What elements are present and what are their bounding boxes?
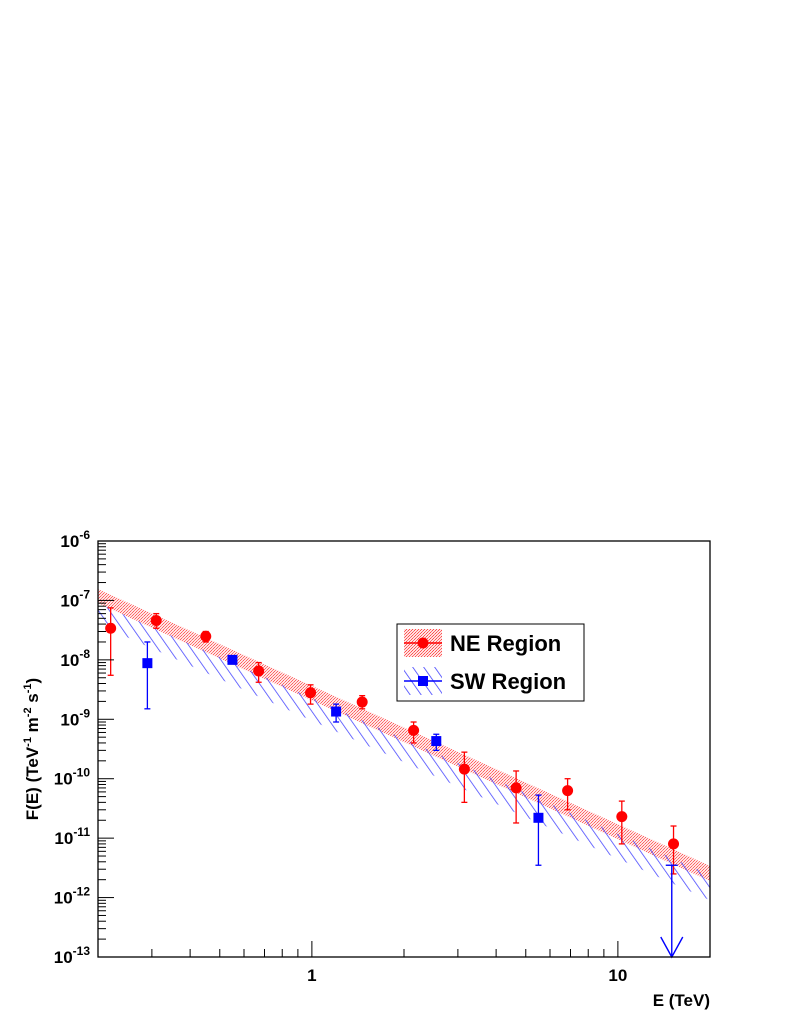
y-axis-title-end: ) — [23, 678, 42, 684]
y-axis-ticks — [98, 543, 114, 958]
y-axis-title-exp1: -1 — [22, 737, 34, 747]
marker-0-3 — [253, 665, 265, 677]
y-tick-label-base: 10 — [60, 591, 79, 610]
y-axis-title-base: F(E) (TeV — [23, 746, 42, 820]
y-axis-title: F(E) (TeV-1 m-2 s-1) — [22, 678, 42, 820]
y-tick-label-base: 10 — [54, 948, 73, 967]
y-tick-label-6: 10-7 — [60, 587, 90, 610]
marker-1-4 — [533, 812, 544, 823]
y-tick-label-exponent: -11 — [73, 825, 90, 839]
y-tick-label-1: 10-12 — [54, 885, 91, 908]
x-tick-label-0: 1 — [307, 966, 316, 985]
x-tick-label-1: 10 — [608, 966, 627, 985]
marker-0-0 — [105, 622, 117, 634]
legend-entry-sw: SW Region — [404, 667, 566, 695]
marker-1-3 — [431, 736, 442, 747]
y-tick-label-base: 10 — [60, 651, 79, 670]
y-axis-title-mid1: m — [23, 717, 42, 737]
y-tick-label-exponent: -10 — [73, 766, 91, 780]
marker-0-2 — [200, 630, 212, 642]
y-tick-label-exponent: -8 — [79, 647, 90, 661]
marker-1-2 — [331, 706, 342, 717]
legend-sw-label: SW Region — [450, 669, 566, 694]
marker-1-1 — [227, 654, 238, 665]
confidence-bands — [98, 589, 710, 901]
y-tick-label-exponent: -6 — [79, 528, 90, 542]
y-tick-label-exponent: -9 — [79, 706, 90, 720]
marker-0-11 — [668, 838, 680, 850]
data-markers — [105, 614, 680, 850]
band-1 — [98, 603, 710, 901]
marker-0-10 — [616, 811, 628, 823]
legend: NE Region SW Region — [396, 623, 585, 702]
legend-ne-label: NE Region — [450, 631, 561, 656]
marker-0-1 — [150, 614, 162, 626]
marker-1-0 — [142, 658, 153, 669]
y-tick-label-4: 10-9 — [60, 706, 90, 729]
y-axis-title-exp2: -2 — [22, 707, 34, 717]
y-tick-label-7: 10-6 — [60, 528, 90, 551]
y-tick-label-exponent: -13 — [73, 944, 91, 958]
legend-entry-ne: NE Region — [404, 629, 561, 657]
y-axis-title-exp3: -1 — [22, 683, 34, 693]
legend-sw-marker — [418, 676, 428, 686]
marker-0-6 — [408, 724, 420, 736]
y-tick-label-base: 10 — [60, 710, 79, 729]
y-tick-label-exponent: -7 — [79, 587, 90, 601]
y-tick-label-base: 10 — [54, 829, 73, 848]
marker-0-9 — [562, 785, 574, 797]
y-tick-label-exponent: -12 — [73, 885, 91, 899]
y-tick-label-3: 10-10 — [54, 766, 91, 789]
y-tick-label-base: 10 — [60, 532, 79, 551]
y-tick-label-5: 10-8 — [60, 647, 90, 670]
y-axis-title-mid2: s — [23, 693, 42, 707]
y-tick-label-2: 10-11 — [54, 825, 90, 848]
x-axis-ticks — [97, 941, 711, 957]
marker-0-8 — [510, 782, 522, 794]
y-tick-label-0: 10-13 — [54, 944, 91, 967]
legend-ne-marker — [417, 637, 429, 649]
x-axis-title: E (TeV) — [653, 991, 710, 1010]
marker-0-5 — [356, 696, 368, 708]
x-tick-labels: 1 10 — [307, 966, 627, 985]
marker-0-7 — [458, 763, 470, 775]
y-tick-label-base: 10 — [54, 770, 73, 789]
y-tick-label-base: 10 — [54, 889, 73, 908]
marker-0-4 — [305, 687, 317, 699]
